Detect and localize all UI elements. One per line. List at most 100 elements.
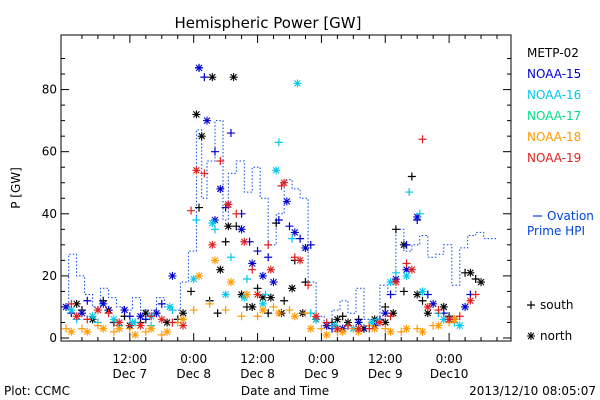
north-point xyxy=(83,327,92,336)
south-point xyxy=(418,135,427,144)
north-point xyxy=(88,312,97,321)
north-point xyxy=(386,278,395,287)
south-point xyxy=(248,265,257,274)
x-tick-date: Dec10 xyxy=(430,367,469,381)
north-point xyxy=(375,318,384,327)
legend: METP-02 NOAA-15 NOAA-16 NOAA-17 NOAA-18 NOAA-… xyxy=(527,46,594,343)
legend-south-marker xyxy=(527,301,535,309)
north-point xyxy=(423,309,432,318)
x-tick-time: 0:00 xyxy=(180,352,207,366)
south-point xyxy=(407,172,416,181)
north-point xyxy=(226,278,235,287)
north-point xyxy=(229,73,238,82)
south-point xyxy=(253,247,262,256)
north-point xyxy=(389,309,398,318)
south-point xyxy=(168,318,177,327)
north-point xyxy=(461,302,470,311)
north-point xyxy=(93,306,102,315)
north-point xyxy=(67,306,76,315)
north-point xyxy=(237,225,246,234)
ovation-series xyxy=(66,120,497,323)
north-point xyxy=(248,302,257,311)
south-point xyxy=(274,216,283,224)
south-point xyxy=(67,299,76,308)
legend-series-label: NOAA-16 xyxy=(527,88,581,102)
south-point xyxy=(210,225,219,234)
north-point xyxy=(402,271,411,280)
south-point xyxy=(226,253,235,262)
x-tick-time: 12:00 xyxy=(113,352,148,366)
north-point xyxy=(141,309,150,318)
south-point xyxy=(296,234,305,243)
north-point xyxy=(152,309,161,318)
south-point xyxy=(365,324,374,333)
north-point xyxy=(163,327,172,336)
south-point xyxy=(344,321,353,330)
south-point xyxy=(125,321,134,330)
y-tick-label: 20 xyxy=(42,269,57,283)
north-point xyxy=(290,312,299,321)
north-point xyxy=(477,278,486,287)
x-tick-time: 0:00 xyxy=(308,352,335,366)
legend-north-marker xyxy=(527,332,535,340)
north-point xyxy=(258,271,267,280)
plot-frame xyxy=(60,34,512,342)
north-point xyxy=(272,166,281,175)
legend-series-label: NOAA-15 xyxy=(527,67,581,81)
south-point xyxy=(83,296,92,305)
legend-ovation-label: Ovation xyxy=(547,209,594,223)
north-point xyxy=(413,212,422,221)
north-point xyxy=(163,318,172,327)
north-point xyxy=(165,302,174,311)
north-point xyxy=(258,299,267,308)
north-point xyxy=(418,287,427,296)
south-point xyxy=(391,225,400,234)
north-point xyxy=(192,166,201,175)
north-point xyxy=(240,237,249,246)
south-point xyxy=(391,268,400,277)
north-point xyxy=(439,302,448,311)
y-tick-label: 40 xyxy=(42,207,57,221)
legend-ovation-label: Prime HPI xyxy=(527,224,585,238)
north-point xyxy=(248,259,257,268)
south-point xyxy=(221,306,230,315)
north-point xyxy=(242,290,251,299)
south-point xyxy=(200,169,209,178)
x-tick-time: 12:00 xyxy=(240,352,275,366)
south-point xyxy=(187,206,196,215)
south-point xyxy=(285,222,294,231)
north-point xyxy=(62,302,70,311)
x-tick-date: Dec 9 xyxy=(304,367,339,381)
north-point xyxy=(354,318,363,327)
north-point xyxy=(354,324,363,333)
north-point xyxy=(208,73,217,82)
south-point xyxy=(237,312,246,321)
south-point xyxy=(402,259,411,268)
north-point xyxy=(367,318,376,327)
south-point xyxy=(253,312,262,321)
north-point xyxy=(338,327,347,336)
south-point xyxy=(187,287,196,296)
north-point xyxy=(203,116,212,125)
north-point xyxy=(266,293,275,302)
north-point xyxy=(210,256,219,265)
north-point xyxy=(179,321,188,330)
north-point xyxy=(381,318,390,327)
north-point xyxy=(253,290,262,299)
footer-credit: Plot: CCMC xyxy=(4,384,70,398)
south-point xyxy=(301,309,310,318)
south-point xyxy=(455,312,464,321)
north-point xyxy=(115,324,124,333)
legend-series-label: NOAA-19 xyxy=(527,151,581,165)
north-point xyxy=(224,222,233,231)
north-point xyxy=(109,315,118,324)
south-point xyxy=(216,157,225,165)
x-tick-time: 0:00 xyxy=(436,352,463,366)
north-point xyxy=(115,318,124,327)
x-tick-time: 12:00 xyxy=(368,352,403,366)
north-point xyxy=(258,306,267,315)
south-point xyxy=(399,287,408,296)
north-point xyxy=(67,327,76,336)
data-points xyxy=(62,63,535,340)
